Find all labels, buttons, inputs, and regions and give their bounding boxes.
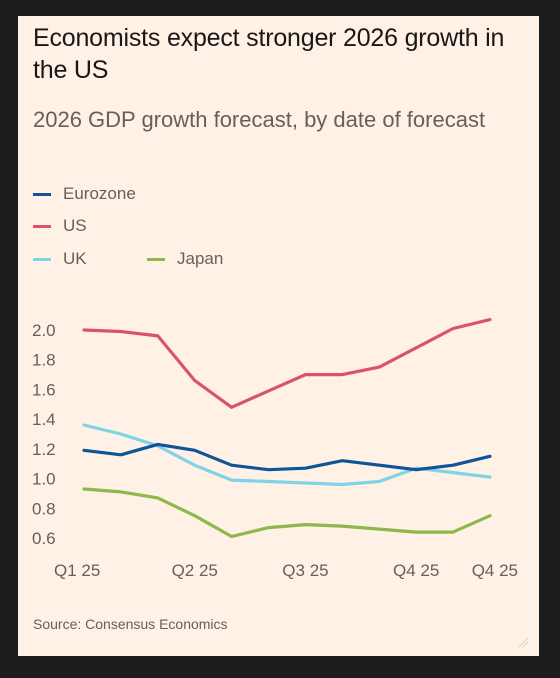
source-note: Source: Consensus Economics [33, 616, 228, 632]
y-axis: 2.0 1.8 1.6 1.4 1.2 1.0 0.8 0.6 [32, 321, 56, 548]
line-chart: 2.0 1.8 1.6 1.4 1.2 1.0 0.8 0.6 Q1 25 Q2 25 Q3 25… [32, 318, 518, 580]
legend-label-uk: UK [63, 249, 87, 268]
series-line-uk [82, 423, 492, 487]
legend-item-uk: UK [33, 249, 87, 269]
legend-item-us: US [33, 216, 87, 236]
y-tick-label: 1.0 [32, 470, 56, 489]
y-tick-label: 1.8 [32, 351, 56, 370]
legend-swatch-eurozone [33, 192, 51, 196]
y-tick-label: 1.4 [32, 410, 56, 429]
legend-item-eurozone: Eurozone [33, 184, 136, 204]
legend-swatch-us [33, 224, 51, 228]
series-line-us [82, 318, 492, 409]
series-group [82, 318, 492, 539]
legend-swatch-uk [33, 257, 51, 261]
x-tick-label: Q4 25 [472, 561, 518, 580]
legend: Eurozone US UK Japan [33, 184, 433, 284]
series-line-japan [82, 487, 492, 539]
chart-title: Economists expect stronger 2026 growth i… [33, 24, 505, 84]
chart-card: Economists expect stronger 2026 growth i… [18, 16, 539, 656]
y-tick-label: 2.0 [32, 321, 56, 340]
legend-label-eurozone: Eurozone [63, 184, 136, 203]
series-line-eurozone [82, 442, 492, 472]
legend-label-japan: Japan [177, 249, 224, 268]
y-tick-label: 1.2 [32, 440, 56, 459]
legend-swatch-japan [147, 257, 165, 261]
legend-item-japan: Japan [147, 249, 223, 269]
x-tick-label: Q3 25 [282, 561, 328, 580]
x-axis: Q1 25 Q2 25 Q3 25 Q4 25 Q4 25 [54, 561, 518, 580]
y-tick-label: 1.6 [32, 380, 56, 399]
x-tick-label: Q4 25 [393, 561, 439, 580]
x-tick-label: Q2 25 [172, 561, 218, 580]
resize-corner-icon [518, 637, 529, 648]
x-tick-label: Q1 25 [54, 561, 100, 580]
y-tick-label: 0.8 [32, 499, 56, 518]
y-tick-label: 0.6 [32, 529, 56, 548]
chart-subtitle: 2026 GDP growth forecast, by date of for… [33, 107, 486, 132]
legend-label-us: US [63, 216, 87, 235]
